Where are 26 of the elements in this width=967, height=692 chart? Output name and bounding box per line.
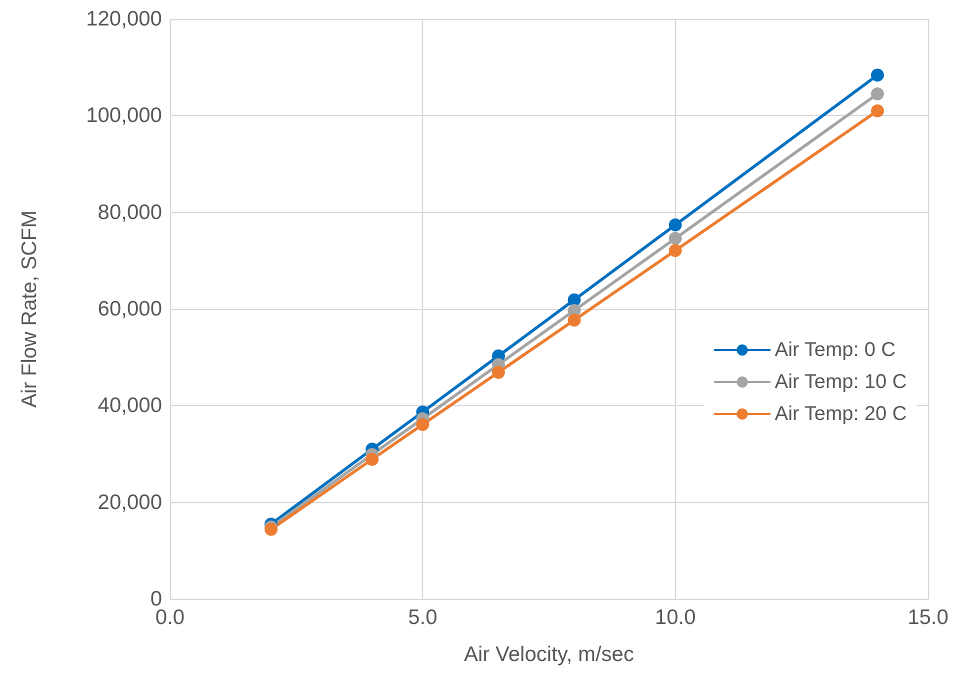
point	[668, 244, 682, 258]
y-tick-label: 40,000	[98, 394, 162, 418]
x-axis-title: Air Velocity, m/sec	[464, 643, 634, 666]
y-axis-title: Air Flow Rate, SCFM	[18, 210, 41, 408]
x-tick-label: 10.0	[654, 606, 696, 629]
legend-label: Air Temp: 20 C	[774, 403, 907, 425]
point	[870, 87, 884, 100]
y-tick-label: 120,000	[86, 8, 162, 30]
x-tick-label: 15.0	[908, 606, 948, 629]
y-tick-label: 100,000	[86, 104, 162, 128]
point	[668, 218, 682, 232]
point	[668, 232, 682, 245]
legend-label: Air Temp: 0 C	[774, 339, 896, 361]
point	[568, 293, 581, 306]
point	[870, 104, 884, 118]
y-tick-label: 20,000	[98, 490, 162, 514]
point	[366, 452, 379, 466]
legend-label: Air Temp: 10 C	[774, 371, 907, 393]
y-tick-label: 60,000	[98, 298, 162, 320]
point	[492, 366, 505, 379]
point	[870, 68, 884, 82]
point	[264, 522, 278, 536]
point	[416, 418, 430, 432]
y-tick-label: 80,000	[98, 200, 162, 224]
point	[568, 314, 581, 327]
x-tick-label: 5.0	[408, 606, 438, 629]
